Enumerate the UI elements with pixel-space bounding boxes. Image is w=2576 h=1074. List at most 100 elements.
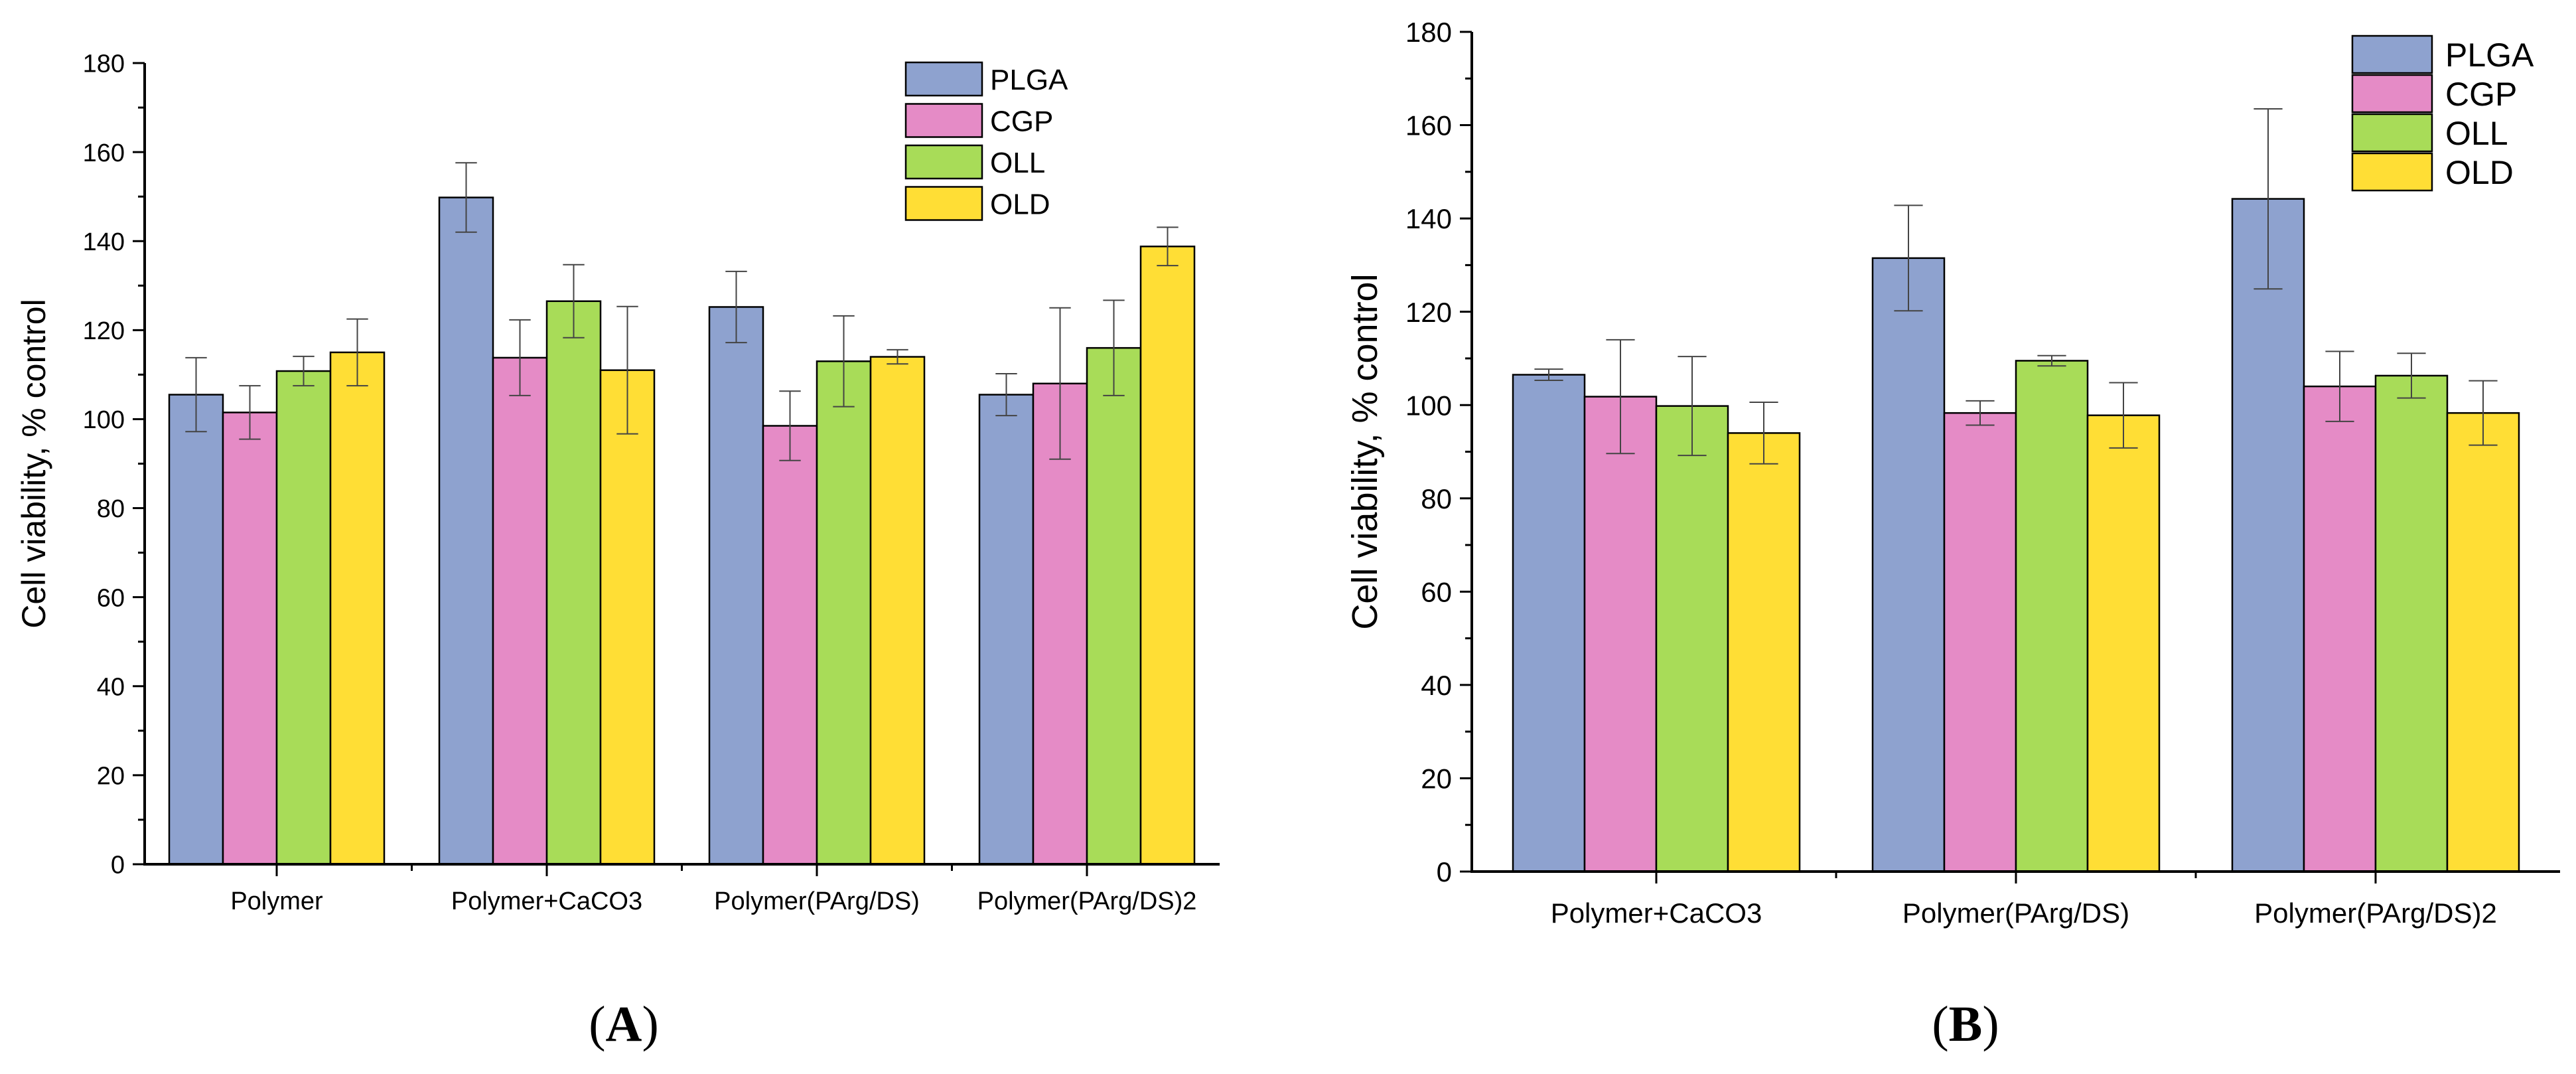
bar-plga-3	[2231, 198, 2305, 873]
legend-swatch-plga	[904, 61, 983, 97]
chart-b: 0 20 40 60 80 100 120 140 160 180 Cell viability, …	[1345, 17, 2560, 929]
y-axis-label: Cell viability, % control	[1345, 273, 1385, 629]
y-tick-label: 120	[83, 317, 125, 345]
error-bar-plga-3	[725, 270, 747, 344]
bar-cgp-2	[492, 356, 548, 866]
y-tick-label: 20	[1421, 763, 1452, 795]
bar-old-4	[1139, 246, 1196, 866]
error-bar-cgp-4	[1049, 307, 1071, 460]
y-tick-label: 80	[1421, 483, 1452, 514]
legend-swatch-oll	[904, 144, 983, 180]
y-tick-label: 100	[83, 406, 125, 434]
panel-label-open-paren: (	[1932, 996, 1948, 1052]
y-tick-label: 60	[97, 584, 125, 612]
error-bar-plga-3	[2254, 108, 2283, 290]
chart-a: 0 20 40 60 80 100 120 140 160 180 Cell viability, …	[15, 50, 1220, 915]
x-tick-label: Polymer+CaCO3	[1551, 897, 1762, 929]
bar-cgp-2	[1943, 412, 2017, 873]
y-tick-label: 60	[1421, 576, 1452, 607]
legend-swatch-cgp	[904, 103, 983, 138]
y-tick-label: 40	[1421, 670, 1452, 701]
x-tick-label: Polymer(PArg/DS)	[714, 887, 920, 915]
error-bar-oll-2	[2037, 354, 2066, 367]
legend-swatch-cgp	[2351, 74, 2433, 114]
x-tick-label: Polymer(PArg/DS)2	[2254, 897, 2497, 929]
legend-label-oll: OLL	[2445, 115, 2508, 152]
y-tick-label: 180	[1405, 17, 1452, 48]
bar-oll-4	[1086, 346, 1142, 866]
x-tick-label: Polymer(PArg/DS)2	[977, 887, 1197, 915]
legend-swatch-old	[904, 186, 983, 221]
y-tick-label: 80	[97, 495, 125, 523]
legend-swatch-old	[2351, 152, 2433, 192]
panel-label-letter: A	[606, 996, 642, 1052]
y-tick-label: 100	[1405, 390, 1452, 421]
y-axis-label: Cell viability, % control	[15, 299, 52, 628]
error-bar-cgp-1	[239, 385, 261, 440]
bar-plga-1	[1512, 374, 1586, 873]
error-bar-oll-2	[563, 264, 585, 339]
legend-swatch-plga	[2351, 35, 2433, 74]
error-bar-oll-1	[1678, 356, 1707, 457]
panel-label-close-paren: )	[642, 996, 658, 1052]
y-tick-label: 0	[1437, 856, 1452, 887]
bar-oll-1	[1655, 405, 1729, 873]
bar-old-2	[599, 369, 656, 866]
bar-cgp-1	[1583, 396, 1658, 873]
error-bar-plga-2	[1894, 204, 1923, 312]
bar-oll-2	[545, 300, 602, 866]
bar-old-2	[2086, 414, 2161, 873]
bar-oll-3	[2374, 374, 2449, 873]
bar-plga-2	[438, 196, 494, 866]
legend-swatch-oll	[2351, 113, 2433, 153]
panel-label-close-paren: )	[1982, 996, 1999, 1052]
error-bar-oll-3	[2397, 352, 2426, 399]
bar-oll-3	[816, 360, 872, 866]
bar-old-3	[869, 356, 926, 866]
error-bar-oll-1	[293, 355, 315, 387]
bar-cgp-3	[762, 425, 818, 866]
error-bar-oll-3	[833, 315, 855, 408]
bar-old-3	[2446, 412, 2520, 873]
bar-old-1	[329, 351, 386, 866]
x-tick-label: Polymer(PArg/DS)	[1902, 897, 2129, 929]
legend-label-oll: OLL	[990, 147, 1045, 179]
x-tick-label: Polymer	[230, 887, 323, 915]
error-bar-cgp-3	[2325, 350, 2354, 422]
error-bar-cgp-3	[779, 390, 801, 461]
y-tick-label: 140	[83, 228, 125, 256]
panel-label-letter: B	[1949, 996, 1983, 1052]
panel-label-b: (B)	[1932, 996, 1999, 1052]
y-tick-label: 120	[1405, 297, 1452, 328]
error-bar-old-4	[1157, 226, 1179, 267]
legend-label-plga: PLGA	[2445, 37, 2534, 74]
error-bar-oll-4	[1103, 299, 1125, 396]
error-bar-cgp-2	[509, 319, 531, 396]
error-bar-old-1	[346, 318, 368, 387]
error-bar-old-2	[2109, 382, 2138, 449]
y-tick-label: 40	[97, 673, 125, 701]
y-tick-label: 0	[111, 852, 125, 880]
legend-label-old: OLD	[2445, 154, 2514, 191]
error-bar-cgp-1	[1606, 339, 1635, 455]
y-tick-label: 160	[83, 139, 125, 167]
panel-label-a: (A)	[589, 996, 659, 1052]
error-bar-old-3	[887, 348, 908, 365]
bar-plga-1	[168, 394, 224, 866]
legend-label-old: OLD	[990, 188, 1050, 220]
error-bar-plga-1	[185, 356, 207, 433]
error-bar-plga-4	[995, 373, 1017, 417]
bar-oll-2	[2015, 360, 2089, 873]
legend-label-plga: PLGA	[990, 64, 1068, 96]
x-tick-label: Polymer+CaCO3	[451, 887, 642, 915]
error-bar-cgp-2	[1966, 400, 1995, 426]
error-bar-plga-1	[1534, 368, 1563, 381]
bar-old-1	[1727, 432, 1801, 873]
bar-plga-2	[1871, 257, 1946, 873]
y-tick-label: 20	[97, 763, 125, 791]
y-tick-label: 160	[1405, 110, 1452, 141]
bar-plga-3	[708, 306, 764, 866]
